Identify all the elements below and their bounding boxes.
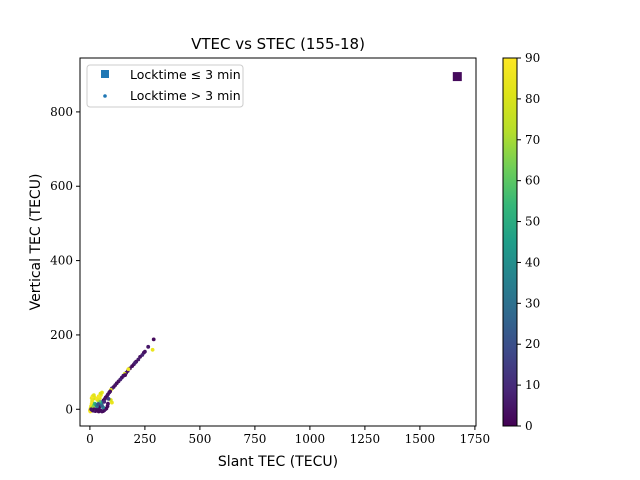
colorbar: 0 10 20 30 40 50 60 70 80 90 xyxy=(502,51,540,433)
data-point xyxy=(89,407,94,412)
x-tick-label: 750 xyxy=(243,432,266,446)
data-point xyxy=(126,367,131,372)
colorbar-frame xyxy=(502,57,518,427)
chart-title: VTEC vs STEC (155-18) xyxy=(191,35,365,53)
legend-box xyxy=(86,64,244,108)
y-axis-label: Vertical TEC (TECU) xyxy=(28,174,44,311)
y-tick-label: 800 xyxy=(50,105,73,119)
y-tick-label: 400 xyxy=(50,254,73,268)
data-point xyxy=(100,403,104,408)
colorbar-tick-label: 90 xyxy=(525,51,540,65)
legend-dot-marker xyxy=(103,94,107,98)
data-point xyxy=(150,347,155,352)
plot-frame xyxy=(79,57,477,427)
x-axis: 0 250 500 750 1000 1250 1500 1750 xyxy=(86,426,490,446)
data-point xyxy=(133,360,137,365)
colorbar-ticks: 0 10 20 30 40 50 60 70 80 90 xyxy=(517,51,540,433)
colorbar-tick-label: 0 xyxy=(525,419,533,433)
data-point xyxy=(143,349,147,354)
colorbar-tick-label: 80 xyxy=(525,92,540,106)
data-point xyxy=(106,401,110,406)
legend-square-marker xyxy=(101,70,109,78)
legend: Locktime ≤ 3 min Locktime > 3 min xyxy=(86,64,244,108)
y-tick-label: 0 xyxy=(65,402,73,416)
x-tick-label: 1750 xyxy=(460,432,491,446)
colorbar-tick-label: 30 xyxy=(525,296,540,310)
x-tick-label: 0 xyxy=(86,432,94,446)
x-tick-label: 1000 xyxy=(295,432,326,446)
colorbar-tick-label: 70 xyxy=(525,133,540,147)
data-point xyxy=(96,402,101,406)
y-tick-label: 600 xyxy=(50,179,73,193)
data-point xyxy=(123,373,127,377)
colorbar-tick-label: 20 xyxy=(525,337,540,351)
colorbar-tick-label: 60 xyxy=(525,174,540,188)
data-point xyxy=(96,394,101,399)
points-layer xyxy=(88,72,462,414)
data-point xyxy=(146,344,151,349)
x-tick-label: 250 xyxy=(133,432,156,446)
colorbar-tick-label: 10 xyxy=(525,378,540,392)
y-axis: 0 200 400 600 800 xyxy=(50,105,80,416)
data-point xyxy=(151,337,156,342)
colorbar-gradient xyxy=(503,58,517,426)
x-tick-label: 500 xyxy=(188,432,211,446)
data-point xyxy=(106,396,111,401)
legend-entry-locktime-short: Locktime ≤ 3 min xyxy=(130,67,241,82)
colorbar-tick-label: 40 xyxy=(525,255,540,269)
legend-entry-locktime-long: Locktime > 3 min xyxy=(130,88,241,103)
data-point xyxy=(96,409,101,414)
x-tick-label: 1250 xyxy=(350,432,381,446)
x-tick-label: 1500 xyxy=(405,432,436,446)
data-point xyxy=(102,399,107,404)
x-axis-label: Slant TEC (TECU) xyxy=(218,454,338,470)
data-point xyxy=(91,393,96,398)
y-tick-label: 200 xyxy=(50,328,73,342)
colorbar-tick-label: 50 xyxy=(525,215,540,229)
data-point-square xyxy=(452,72,462,82)
